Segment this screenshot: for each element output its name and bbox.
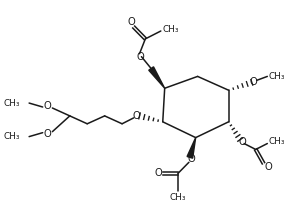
- Text: O: O: [188, 154, 196, 164]
- Text: O: O: [265, 162, 272, 172]
- Text: O: O: [136, 52, 144, 62]
- Text: O: O: [154, 168, 162, 178]
- Text: O: O: [44, 101, 52, 111]
- Text: CH₃: CH₃: [4, 132, 20, 141]
- Text: CH₃: CH₃: [269, 72, 285, 81]
- Text: CH₃: CH₃: [4, 98, 20, 108]
- Text: O: O: [44, 129, 52, 139]
- Text: O: O: [128, 17, 136, 27]
- Text: O: O: [238, 137, 246, 147]
- Text: O: O: [250, 77, 258, 87]
- Text: CH₃: CH₃: [162, 25, 179, 34]
- Polygon shape: [149, 67, 165, 88]
- Polygon shape: [187, 138, 196, 158]
- Text: CH₃: CH₃: [269, 137, 285, 146]
- Text: O: O: [133, 111, 141, 121]
- Text: CH₃: CH₃: [170, 193, 187, 202]
